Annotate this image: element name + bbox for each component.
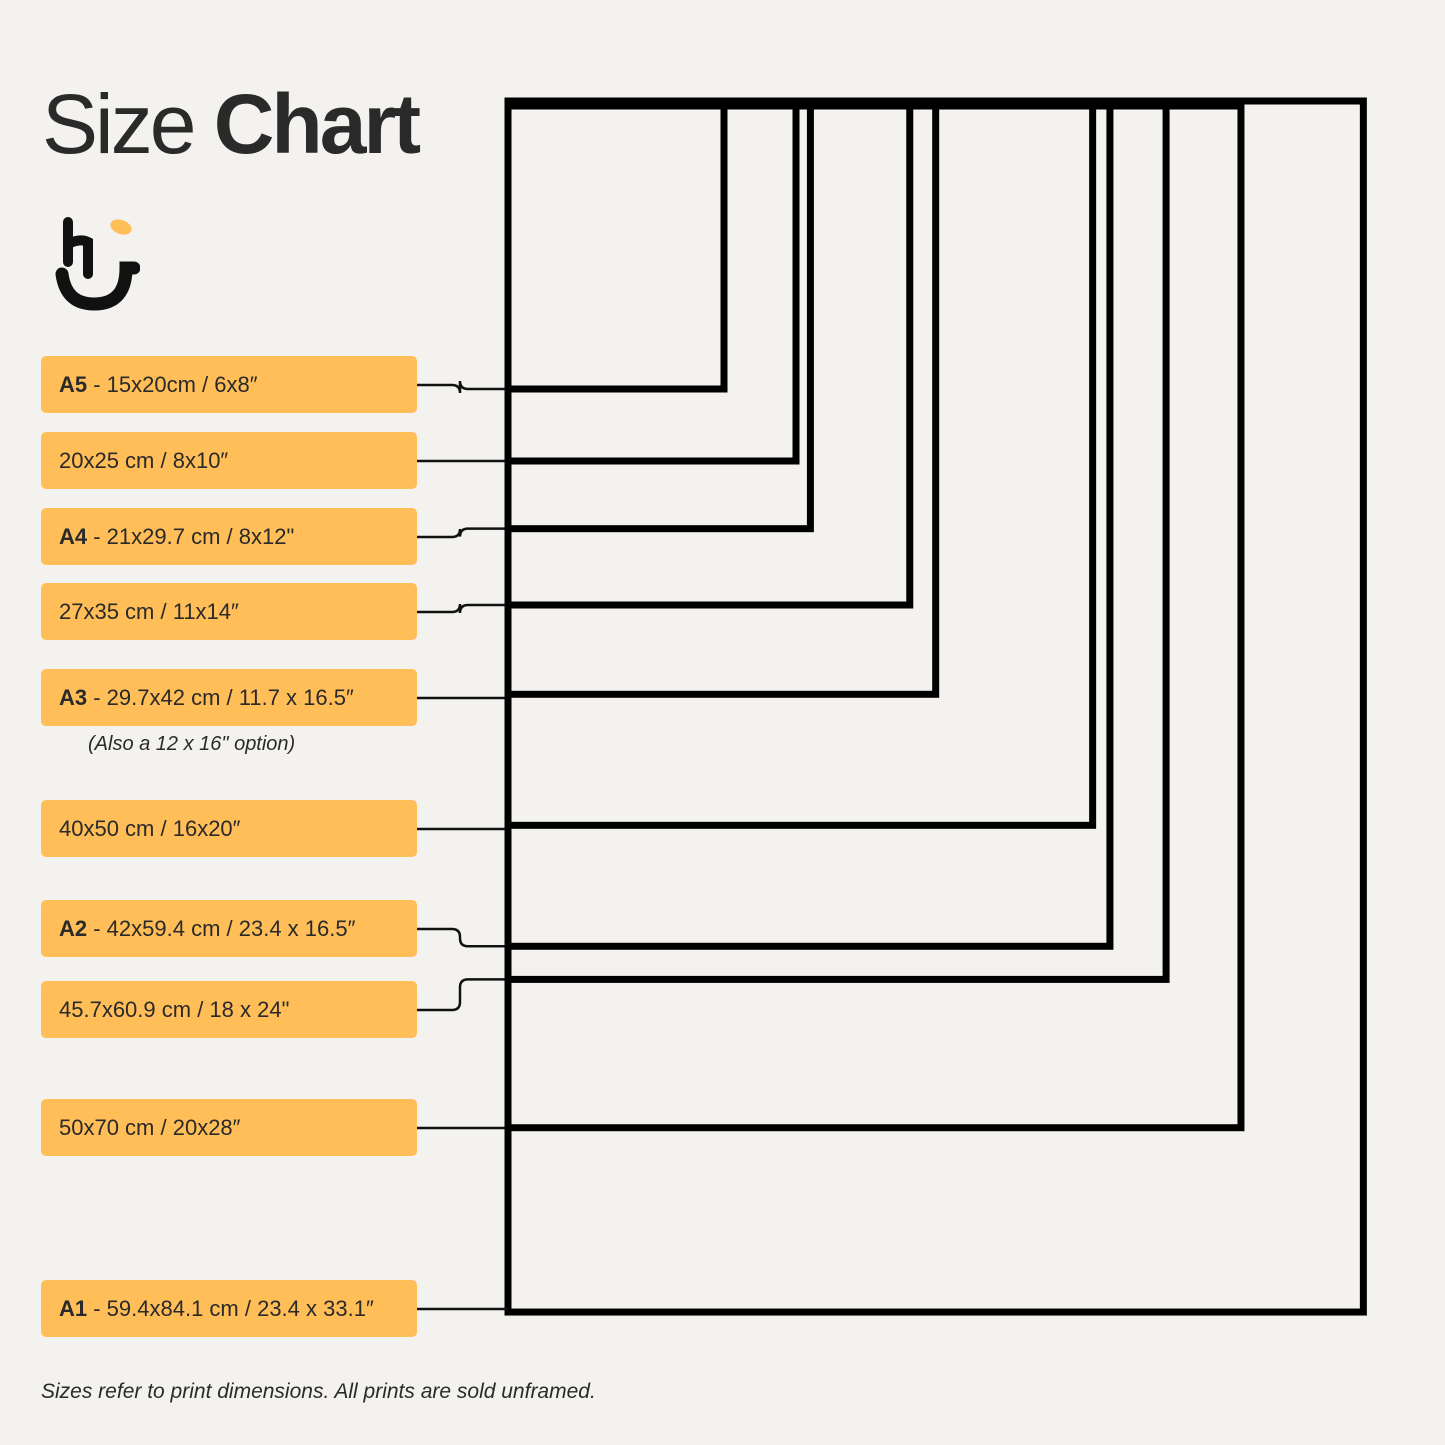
- size-text: 50x70 cm / 20x28″: [59, 1115, 241, 1140]
- size-label: A3 - 29.7x42 cm / 11.7 x 16.5″: [41, 669, 417, 726]
- size-outline: [504, 102, 1245, 1132]
- size-text: - 42x59.4 cm / 23.4 x 16.5″: [87, 916, 356, 941]
- size-label: A5 - 15x20cm / 6x8″: [41, 356, 417, 413]
- size-outline: [504, 97, 728, 393]
- size-text: 27x35 cm / 11x14″: [59, 599, 239, 624]
- size-outline: [504, 97, 814, 533]
- size-code: A1: [59, 1296, 88, 1321]
- size-code: A2: [59, 916, 88, 941]
- size-label: A2 - 42x59.4 cm / 23.4 x 16.5″: [41, 900, 417, 957]
- footer-note: Sizes refer to print dimensions. All pri…: [41, 1380, 596, 1403]
- connector-line: [417, 380, 508, 394]
- size-label: 40x50 cm / 16x20″: [41, 800, 417, 857]
- size-text: 45.7x60.9 cm / 18 x 24": [59, 997, 290, 1022]
- size-text: - 21x29.7 cm / 8x12": [87, 524, 295, 549]
- size-text: 40x50 cm / 16x20″: [59, 816, 241, 841]
- size-code: A5: [59, 372, 88, 397]
- connector-line: [417, 603, 508, 614]
- size-label: 50x70 cm / 20x28″: [41, 1099, 417, 1156]
- brand-logo: [55, 217, 140, 311]
- connector-line: [417, 978, 508, 1012]
- a3-note: (Also a 12 x 16" option): [88, 733, 296, 755]
- size-label: 45.7x60.9 cm / 18 x 24": [41, 981, 417, 1038]
- page-title: Size Chart: [42, 77, 421, 171]
- size-text: 20x25 cm / 8x10″: [59, 448, 229, 473]
- connector-line: [417, 927, 508, 948]
- size-label: A4 - 21x29.7 cm / 8x12": [41, 508, 417, 565]
- size-label: A1 - 59.4x84.1 cm / 23.4 x 33.1″: [41, 1280, 417, 1337]
- size-outline: [504, 97, 1367, 1316]
- size-text: - 29.7x42 cm / 11.7 x 16.5″: [87, 685, 354, 710]
- size-code: A3: [59, 685, 88, 710]
- size-outline: [504, 102, 1170, 983]
- size-label: 20x25 cm / 8x10″: [41, 432, 417, 489]
- size-label: 27x35 cm / 11x14″: [41, 583, 417, 640]
- size-outline: [504, 97, 800, 465]
- connector-line: [417, 527, 508, 539]
- size-code: A4: [59, 524, 88, 549]
- size-text: - 15x20cm / 6x8″: [87, 372, 258, 397]
- size-text: - 59.4x84.1 cm / 23.4 x 33.1″: [87, 1296, 374, 1321]
